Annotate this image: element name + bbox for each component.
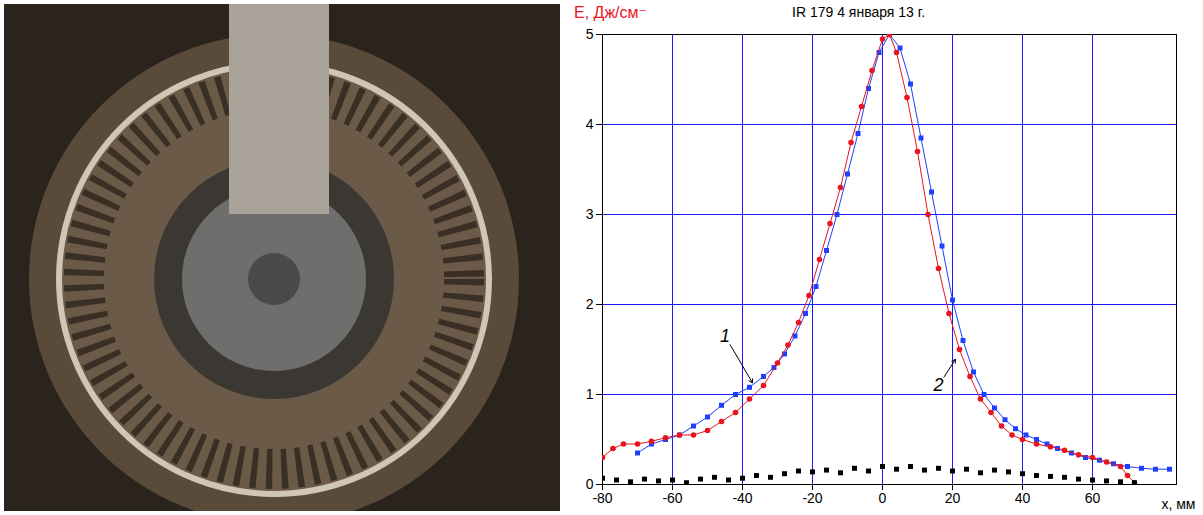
svg-text:0: 0 bbox=[585, 476, 594, 492]
svg-text:60: 60 bbox=[1085, 490, 1101, 506]
svg-text:-80: -80 bbox=[592, 490, 612, 506]
svg-text:5: 5 bbox=[586, 26, 594, 42]
svg-text:20: 20 bbox=[945, 490, 961, 506]
svg-text:1: 1 bbox=[586, 386, 594, 402]
svg-text:-60: -60 bbox=[662, 490, 682, 506]
svg-text:2: 2 bbox=[586, 296, 594, 312]
html-text:IR 179 4 января 13 г.: IR 179 4 января 13 г. bbox=[792, 4, 925, 20]
svg-text:-40: -40 bbox=[732, 490, 752, 506]
svg-text:2: 2 bbox=[932, 375, 943, 395]
svg-text:0: 0 bbox=[879, 490, 887, 506]
svg-text:x, мм: x, мм bbox=[1161, 496, 1195, 512]
svg-text:-20: -20 bbox=[802, 490, 822, 506]
svg-text:40: 40 bbox=[1015, 490, 1031, 506]
html-text:E, Дж/см⁻: E, Дж/см⁻ bbox=[574, 4, 647, 21]
svg-text:1: 1 bbox=[720, 326, 730, 346]
svg-text:3: 3 bbox=[586, 206, 594, 222]
svg-text:4: 4 bbox=[586, 116, 594, 132]
